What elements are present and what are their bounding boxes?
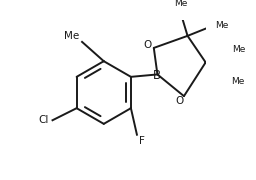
Text: Me: Me xyxy=(232,45,246,54)
Text: Me: Me xyxy=(65,31,80,41)
Text: Me: Me xyxy=(174,0,187,8)
Text: F: F xyxy=(139,136,145,146)
Text: B: B xyxy=(153,69,162,82)
Text: O: O xyxy=(175,96,183,106)
Text: Cl: Cl xyxy=(38,115,49,125)
Text: Me: Me xyxy=(231,77,244,86)
Text: Me: Me xyxy=(215,21,229,30)
Text: O: O xyxy=(143,40,151,50)
